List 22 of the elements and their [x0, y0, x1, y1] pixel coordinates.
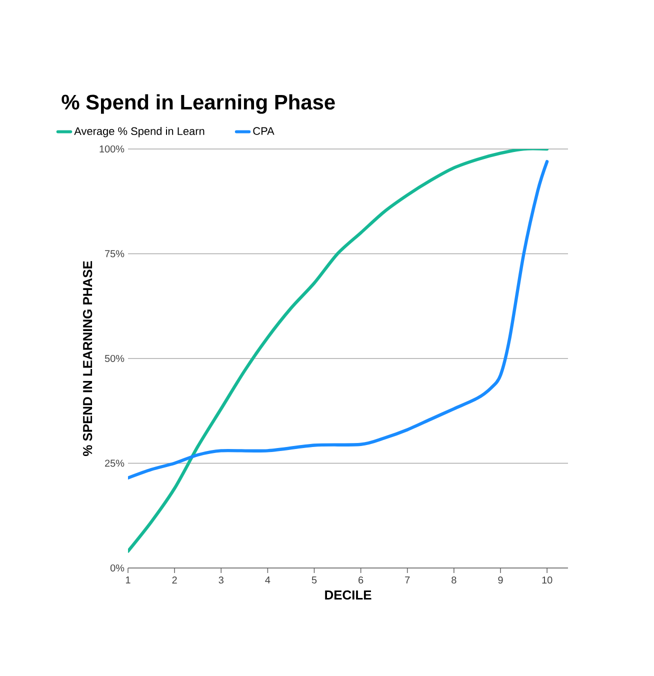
legend-label: CPA — [253, 127, 274, 135]
x-axis-title: DECILE — [325, 590, 372, 600]
x-tick-label: 8 — [452, 576, 456, 584]
x-tick-label: 2 — [172, 576, 177, 584]
y-tick-label: 75% — [105, 250, 124, 258]
y-tick-label: 100% — [100, 145, 124, 153]
line-series — [128, 160, 549, 480]
chart-title: % Spend in Learning Phase — [62, 94, 335, 114]
x-tick-label: 3 — [218, 576, 224, 584]
x-tick-label: 10 — [542, 576, 552, 584]
x-tick-label: 1 — [126, 576, 130, 584]
x-tick-label: 9 — [498, 576, 503, 584]
x-tick-label: 7 — [405, 576, 410, 584]
legend-label: Average % Spend in Learn — [74, 126, 204, 138]
x-tick-label: 6 — [358, 576, 364, 584]
x-tick-label: 5 — [312, 576, 317, 584]
line-series — [128, 148, 549, 553]
y-tick-label: 0% — [110, 564, 124, 572]
x-tick-label: 4 — [265, 576, 270, 584]
y-tick-label: 25% — [105, 460, 124, 467]
y-axis-title: % SPEND IN LEARNING PHASE — [82, 261, 92, 456]
y-tick-label: 50% — [104, 354, 124, 362]
